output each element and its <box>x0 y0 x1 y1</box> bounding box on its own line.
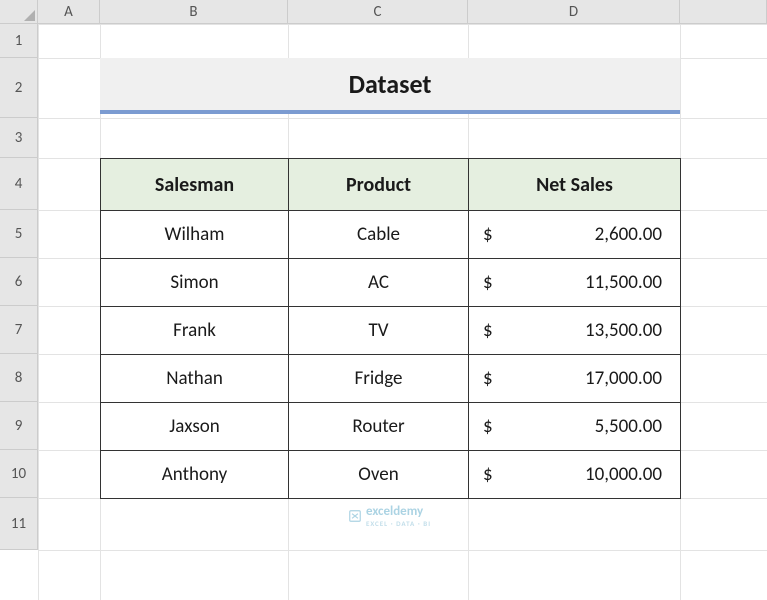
cell-net-sales[interactable]: $11,500.00 <box>469 259 681 307</box>
column-header-filler <box>680 0 767 23</box>
row-header-11[interactable]: 11 <box>0 498 37 550</box>
data-table: SalesmanProductNet Sales WilhamCable$2,6… <box>100 158 681 499</box>
cell-salesman[interactable]: Frank <box>101 307 289 355</box>
row-header-9[interactable]: 9 <box>0 402 37 450</box>
row-headers-column: 1234567891011 <box>0 24 38 550</box>
gridline-horizontal <box>38 118 767 119</box>
sales-value: 13,500.00 <box>585 319 662 342</box>
column-headers-row: ABCD <box>0 0 767 24</box>
watermark-icon <box>348 509 362 523</box>
table-row: NathanFridge$17,000.00 <box>101 355 681 403</box>
table-row: AnthonyOven$10,000.00 <box>101 451 681 499</box>
cell-product[interactable]: TV <box>289 307 469 355</box>
table-header-salesman: Salesman <box>101 159 289 211</box>
cells-area[interactable]: Dataset SalesmanProductNet Sales WilhamC… <box>38 24 767 550</box>
column-header-C[interactable]: C <box>288 0 468 23</box>
column-header-D[interactable]: D <box>468 0 680 23</box>
gridline-horizontal <box>38 24 767 25</box>
cell-product[interactable]: Router <box>289 403 469 451</box>
column-header-A[interactable]: A <box>38 0 100 23</box>
table-body: WilhamCable$2,600.00SimonAC$11,500.00Fra… <box>101 211 681 499</box>
row-header-2[interactable]: 2 <box>0 58 37 118</box>
table-header-product: Product <box>289 159 469 211</box>
currency-symbol: $ <box>483 367 493 390</box>
title-cell: Dataset <box>100 58 680 114</box>
title-text: Dataset <box>349 68 432 100</box>
cell-net-sales[interactable]: $10,000.00 <box>469 451 681 499</box>
sales-value: 10,000.00 <box>585 463 662 486</box>
sales-value: 11,500.00 <box>585 271 662 294</box>
cell-product[interactable]: Cable <box>289 211 469 259</box>
cell-product[interactable]: Fridge <box>289 355 469 403</box>
currency-symbol: $ <box>483 319 493 342</box>
cell-salesman[interactable]: Jaxson <box>101 403 289 451</box>
cell-salesman[interactable]: Wilham <box>101 211 289 259</box>
gridline-horizontal <box>38 550 767 551</box>
cell-salesman[interactable]: Anthony <box>101 451 289 499</box>
gridline-vertical <box>38 24 39 600</box>
row-header-5[interactable]: 5 <box>0 210 37 258</box>
select-all-triangle[interactable] <box>24 10 35 21</box>
cell-salesman[interactable]: Nathan <box>101 355 289 403</box>
cell-net-sales[interactable]: $5,500.00 <box>469 403 681 451</box>
cell-salesman[interactable]: Simon <box>101 259 289 307</box>
row-header-6[interactable]: 6 <box>0 258 37 306</box>
table-row: WilhamCable$2,600.00 <box>101 211 681 259</box>
row-header-10[interactable]: 10 <box>0 450 37 498</box>
currency-symbol: $ <box>483 271 493 294</box>
cell-net-sales[interactable]: $2,600.00 <box>469 211 681 259</box>
cell-net-sales[interactable]: $17,000.00 <box>469 355 681 403</box>
watermark-tagline: EXCEL · DATA · BI <box>366 519 431 528</box>
row-header-7[interactable]: 7 <box>0 306 37 354</box>
table-header-net-sales: Net Sales <box>469 159 681 211</box>
currency-symbol: $ <box>483 223 493 246</box>
cell-net-sales[interactable]: $13,500.00 <box>469 307 681 355</box>
sales-value: 2,600.00 <box>595 223 662 246</box>
row-header-8[interactable]: 8 <box>0 354 37 402</box>
table-row: FrankTV$13,500.00 <box>101 307 681 355</box>
cell-product[interactable]: Oven <box>289 451 469 499</box>
sales-value: 5,500.00 <box>595 415 662 438</box>
spreadsheet-grid: ABCD 1234567891011 Dataset SalesmanProdu… <box>0 0 767 600</box>
table-row: JaxsonRouter$5,500.00 <box>101 403 681 451</box>
row-header-1[interactable]: 1 <box>0 24 37 58</box>
cell-product[interactable]: AC <box>289 259 469 307</box>
currency-symbol: $ <box>483 415 493 438</box>
column-header-B[interactable]: B <box>100 0 288 23</box>
row-header-3[interactable]: 3 <box>0 118 37 158</box>
table-header-row: SalesmanProductNet Sales <box>101 159 681 211</box>
table-row: SimonAC$11,500.00 <box>101 259 681 307</box>
currency-symbol: $ <box>483 463 493 486</box>
row-header-4[interactable]: 4 <box>0 158 37 210</box>
watermark: exceldemy EXCEL · DATA · BI <box>348 504 431 528</box>
watermark-brand: exceldemy <box>366 504 431 519</box>
sales-value: 17,000.00 <box>585 367 662 390</box>
